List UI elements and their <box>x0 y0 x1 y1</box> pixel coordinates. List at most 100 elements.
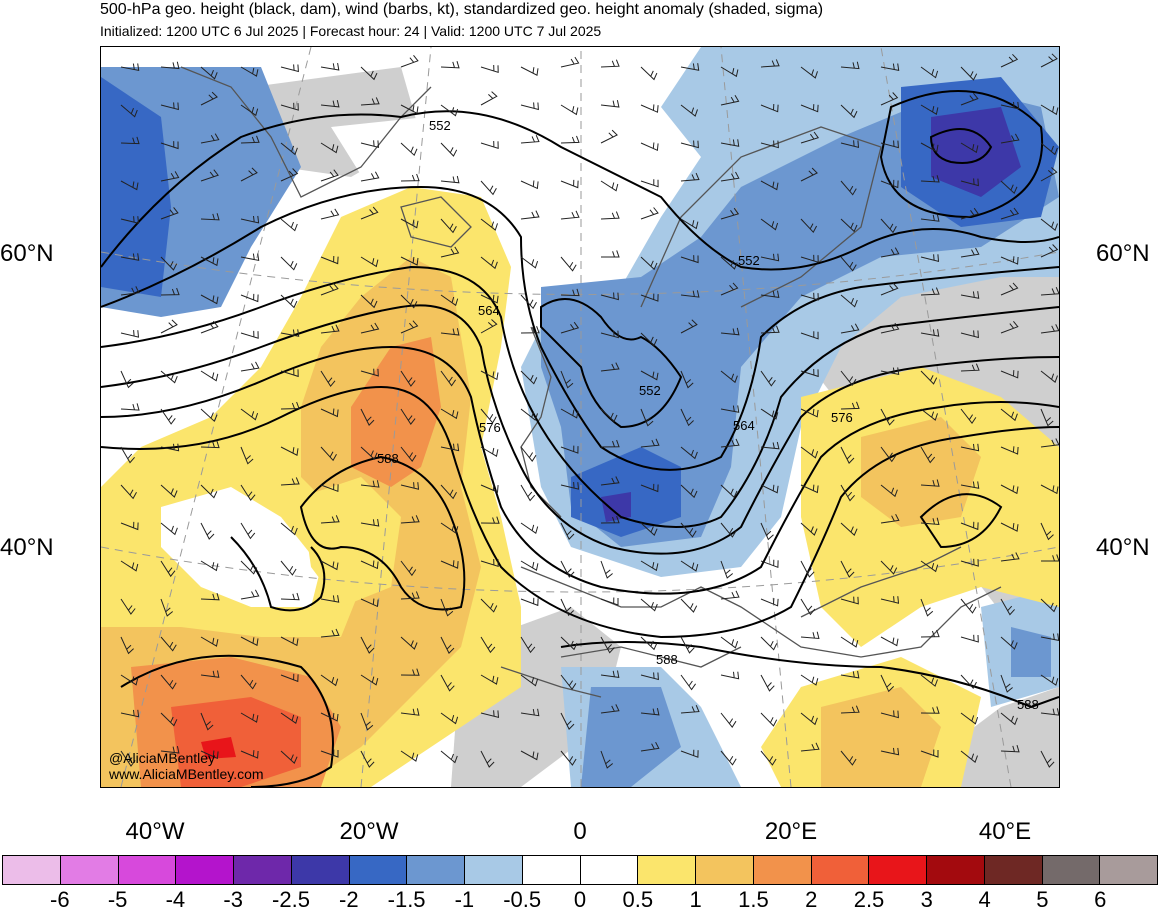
wind-barb <box>640 560 659 572</box>
wind-barb <box>120 403 140 411</box>
wind-barb <box>360 750 375 768</box>
wind-barb <box>1000 370 1019 379</box>
wind-barb <box>800 742 820 752</box>
wind-barb <box>1000 282 1019 296</box>
wind-barb <box>640 636 658 651</box>
colorbar-swatch <box>118 856 177 884</box>
wind-barb <box>480 256 498 270</box>
wind-barb <box>920 749 939 758</box>
wind-barb <box>1000 674 1013 693</box>
contour-label: 552 <box>738 253 760 268</box>
colorbar-swatch <box>753 856 812 884</box>
wind-barb <box>440 328 460 336</box>
wind-barb <box>160 207 179 220</box>
wind-barb <box>880 63 900 72</box>
wind-barb <box>560 135 580 144</box>
contour-label: 588 <box>1017 697 1039 712</box>
wind-barb <box>200 522 215 540</box>
wind-barb <box>360 598 379 608</box>
wind-barb <box>680 674 697 691</box>
wind-barb <box>280 294 298 309</box>
wind-barb <box>1040 708 1059 716</box>
wind-barb <box>1000 207 1020 220</box>
wind-barb <box>520 674 539 687</box>
wind-barb <box>240 484 256 501</box>
wind-barb <box>760 522 774 541</box>
wind-barb <box>920 479 940 487</box>
wind-barb <box>760 408 779 420</box>
wind-barb <box>960 712 979 725</box>
wind-barb <box>400 482 420 490</box>
wind-barb <box>120 484 137 500</box>
colorbar-swatch <box>3 856 61 884</box>
wind-barb <box>160 319 178 334</box>
wind-barb <box>800 484 819 494</box>
wind-barb <box>840 104 858 119</box>
chart-subtitle: Initialized: 1200 UTC 6 Jul 2025 | Forec… <box>100 23 602 39</box>
colorbar <box>2 855 1158 885</box>
colorbar-swatch <box>811 856 870 884</box>
wind-barb <box>600 180 619 192</box>
wind-barb <box>520 484 536 502</box>
wind-barb <box>840 323 860 334</box>
wind-barb <box>880 513 900 524</box>
wind-barb <box>360 480 380 488</box>
wind-barb <box>600 99 620 108</box>
wind-barb <box>320 370 336 388</box>
wind-barb <box>200 440 220 449</box>
wind-barb <box>240 446 254 465</box>
wind-barb <box>400 173 420 182</box>
wind-barb <box>360 674 379 686</box>
wind-barb <box>600 439 620 448</box>
map-canvas: 552 564 552 552 576 588 564 576 588 588 <box>101 47 1059 787</box>
wind-barb <box>320 142 339 154</box>
wind-barb <box>480 484 499 493</box>
wind-barb <box>240 293 259 303</box>
credit-site[interactable]: www.AliciaMBentley.com <box>109 766 264 782</box>
wind-barb <box>440 175 460 184</box>
wind-barb <box>1040 142 1058 156</box>
wind-barb <box>120 330 140 338</box>
wind-barb <box>840 140 860 148</box>
wind-barb <box>1041 554 1059 562</box>
wind-barb <box>640 207 659 220</box>
shade-m1-se <box>1011 627 1051 677</box>
wind-barb <box>560 712 575 730</box>
wind-barb <box>120 750 136 767</box>
wind-barb <box>200 592 220 601</box>
colorbar-label: 4 <box>978 887 991 912</box>
wind-barb <box>880 484 898 498</box>
wind-barb <box>280 102 299 111</box>
wind-barb <box>880 179 899 189</box>
wind-barb <box>680 446 698 460</box>
wind-barb <box>840 218 858 233</box>
wind-barb <box>720 171 740 182</box>
wind-barb <box>880 218 897 234</box>
wind-barb <box>760 290 780 298</box>
colorbar-swatch <box>60 856 119 884</box>
wind-barb <box>680 290 700 298</box>
shade-p1-mideast <box>821 687 941 787</box>
map-panel[interactable]: 552 564 552 552 576 588 564 576 588 588 <box>100 46 1060 788</box>
lon-label: 0 <box>573 818 587 845</box>
contour-588-south <box>560 641 1059 709</box>
wind-barb <box>520 294 537 310</box>
wind-barb <box>960 207 980 220</box>
wind-barb <box>320 749 339 758</box>
wind-barb <box>1040 167 1058 182</box>
colorbar-swatch <box>349 856 408 884</box>
wind-barb <box>1040 674 1059 686</box>
wind-barb <box>1040 408 1054 427</box>
wind-barb <box>1040 244 1059 258</box>
wind-barb <box>840 446 855 464</box>
wind-barb <box>200 408 218 423</box>
colorbar-label: -4 <box>165 887 186 912</box>
wind-barb <box>920 408 938 421</box>
contour-label: 564 <box>733 418 755 433</box>
wind-barb <box>600 59 620 68</box>
wind-barb <box>160 287 180 296</box>
wind-barb <box>320 446 337 462</box>
wind-barb <box>880 322 900 334</box>
lat-label: 60°N <box>1096 240 1150 267</box>
wind-barb <box>240 589 260 600</box>
